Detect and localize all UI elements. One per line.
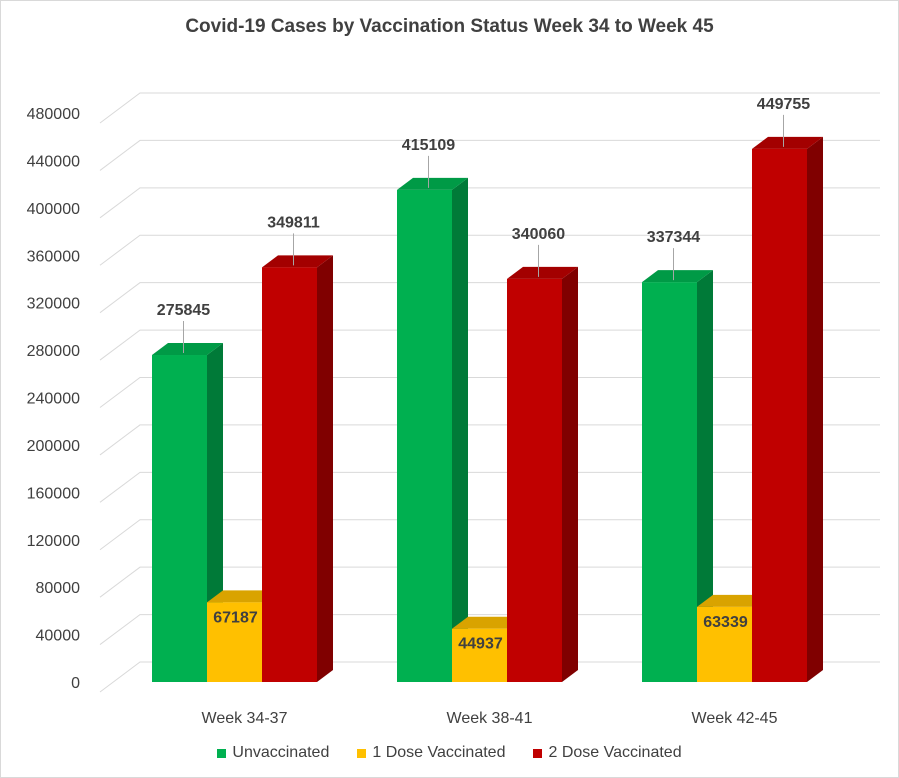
x-axis-ticks: Week 34-37 Week 38-41 Week 42-45 — [202, 710, 778, 727]
gridline — [99, 234, 880, 266]
data-label: 275845 — [157, 302, 210, 319]
bar-front — [262, 267, 317, 682]
data-label: 449755 — [757, 96, 810, 113]
bar-front — [152, 355, 207, 682]
legend-swatch — [357, 748, 367, 758]
chart-title: Covid-19 Cases by Vaccination Status Wee… — [185, 16, 714, 37]
data-label: 337344 — [647, 229, 700, 246]
bar — [507, 266, 578, 682]
bar — [152, 343, 223, 682]
bar-front — [397, 189, 452, 683]
x-tick-label: Week 42-45 — [692, 710, 778, 727]
gridline — [99, 519, 880, 551]
bar-side — [807, 136, 823, 683]
bar-top — [397, 177, 468, 190]
data-label: 63339 — [703, 614, 748, 631]
y-tick-label: 120000 — [27, 533, 80, 550]
bar-side — [452, 177, 468, 683]
bar-side — [562, 266, 578, 682]
legend-label: 1 Dose Vaccinated — [372, 744, 506, 761]
legend-item: 1 Dose Vaccinated — [357, 744, 505, 762]
gridline — [99, 661, 880, 693]
bar-top — [752, 136, 823, 149]
y-tick-label: 400000 — [27, 201, 80, 218]
data-label: 349811 — [267, 214, 320, 231]
bar — [642, 270, 713, 682]
y-tick-label: 200000 — [27, 438, 80, 455]
gridline — [99, 566, 880, 598]
y-tick-label: 0 — [71, 675, 80, 692]
data-label: 340060 — [512, 226, 565, 243]
bar — [397, 177, 468, 683]
data-label: 67187 — [213, 609, 258, 626]
gridline — [99, 187, 880, 219]
legend-item: 2 Dose Vaccinated — [533, 744, 682, 762]
bar-top — [642, 270, 713, 283]
y-tick-label: 440000 — [27, 153, 80, 170]
bar-top — [507, 266, 578, 279]
y-tick-label: 160000 — [27, 485, 80, 502]
bars — [152, 136, 823, 683]
y-axis-ticks: 0 40000 80000 120000 160000 200000 240000 28000… — [27, 106, 80, 692]
gridline — [99, 471, 880, 503]
grid-lines — [99, 92, 880, 693]
y-tick-label: 360000 — [27, 248, 80, 265]
gridline — [99, 282, 880, 314]
bar-top — [697, 594, 768, 607]
y-tick-label: 280000 — [27, 343, 80, 360]
bar-side — [697, 270, 713, 682]
bar-top — [207, 590, 278, 603]
bar — [752, 136, 823, 683]
gridline — [99, 377, 880, 408]
bar-front — [452, 628, 507, 682]
bar-front — [507, 278, 562, 682]
bar-top — [262, 255, 333, 268]
bar-front — [642, 282, 697, 682]
bar-front — [752, 148, 807, 683]
y-tick-label: 240000 — [27, 391, 80, 408]
gridline — [99, 424, 880, 456]
data-label: 44937 — [458, 636, 503, 653]
gridline — [99, 139, 880, 171]
bar-top — [152, 343, 223, 356]
legend-label: 2 Dose Vaccinated — [548, 744, 682, 761]
bar-front — [697, 606, 752, 682]
bar-top — [452, 616, 523, 629]
y-tick-label: 80000 — [36, 580, 81, 597]
gridline — [99, 92, 880, 124]
bar-side — [317, 255, 333, 682]
y-tick-label: 40000 — [36, 628, 81, 645]
gridline — [99, 614, 880, 645]
legend: Unvaccinated 1 Dose Vaccinated 2 Dose Vacc… — [0, 744, 899, 762]
legend-swatch — [533, 748, 543, 758]
y-tick-label: 320000 — [27, 296, 80, 313]
legend-item: Unvaccinated — [217, 744, 329, 762]
y-tick-label: 480000 — [27, 106, 80, 123]
data-labels: 275845 67187 349811 415109 44937 340060 337344… — [157, 96, 810, 653]
legend-swatch — [217, 748, 227, 758]
legend-label: Unvaccinated — [232, 744, 330, 761]
bar-front — [207, 602, 262, 682]
gridline — [99, 329, 880, 361]
data-label: 415109 — [402, 137, 455, 154]
bar — [262, 255, 333, 682]
x-tick-label: Week 34-37 — [202, 710, 288, 727]
x-tick-label: Week 38-41 — [447, 710, 533, 727]
